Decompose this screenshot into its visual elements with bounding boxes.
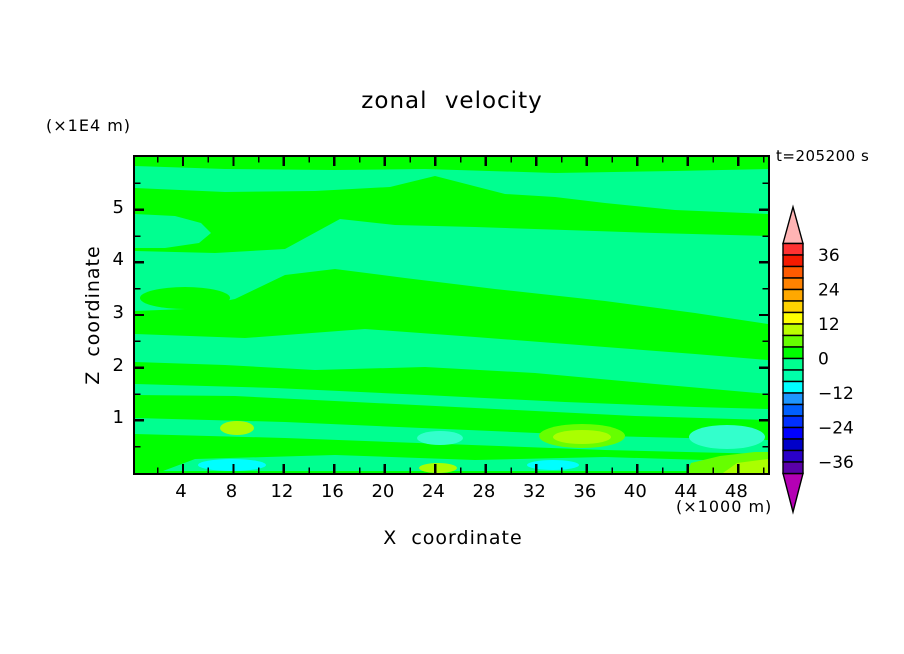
- x-tick-label: 48: [724, 481, 748, 502]
- colorbar-svg: 36 24 12 0 −12 −24 −36: [782, 204, 854, 515]
- colorbar-segment: [782, 311, 804, 325]
- colorbar-segment: [782, 449, 804, 463]
- x-tick-label: 36: [573, 481, 597, 502]
- z-tick-label: 3: [112, 302, 124, 323]
- timestamp-label: t=205200 s: [776, 147, 870, 165]
- colorbar-label: −12: [818, 384, 854, 404]
- colorbar-label: 36: [818, 246, 840, 266]
- contour-field: [135, 157, 768, 473]
- colorbar-segment: [782, 369, 804, 383]
- contour-region-strip-bottom-edge: [163, 455, 768, 471]
- colorbar-segment: [782, 403, 804, 417]
- colorbar-label: −24: [818, 419, 854, 439]
- colorbar-segment: [782, 277, 804, 291]
- colorbar-segment: [782, 461, 804, 475]
- colorbar-segment: [782, 265, 804, 279]
- contour-region-yellow-green-spot-left: [220, 421, 254, 435]
- z-axis-title: Z coordinate: [82, 245, 104, 385]
- contour-region-yellow-green-core: [553, 430, 611, 444]
- x-axis-unit-label: (×1000 m): [676, 497, 773, 516]
- colorbar-segment: [782, 254, 804, 268]
- contour-region-pale-cyan-blob-right: [689, 425, 765, 449]
- z-tick-label: 1: [112, 407, 124, 429]
- x-tick-label: 28: [472, 481, 496, 502]
- colorbar-segment: [782, 415, 804, 429]
- colorbar-label: −36: [818, 453, 854, 473]
- z-axis-unit-label: (×1E4 m): [46, 116, 132, 135]
- x-tick-label: 16: [320, 481, 344, 502]
- colorbar-segment: [782, 438, 804, 452]
- x-tick-label: 12: [270, 481, 294, 502]
- contour-region-streak-1: [135, 384, 768, 420]
- x-tick-label: 8: [225, 481, 238, 502]
- contour-region-tongue-left: [135, 214, 211, 248]
- colorbar-label: 12: [818, 315, 840, 335]
- x-tick-label: 32: [522, 481, 546, 502]
- colorbar-segment: [782, 392, 804, 406]
- field-background: [135, 157, 768, 473]
- contour-region-band-top: [135, 166, 768, 214]
- colorbar-under-arrow: [782, 472, 804, 515]
- colorbar-segment: [782, 334, 804, 348]
- colorbar-segment: [782, 288, 804, 302]
- x-tick-label: 20: [371, 481, 395, 502]
- z-tick-label: 5: [112, 196, 124, 218]
- contour-region-cyan-spot-left: [198, 459, 266, 471]
- colorbar-over-arrow: [782, 204, 804, 245]
- colorbar-segment: [782, 357, 804, 371]
- contour-region-pale-cyan-blob-mid: [417, 431, 463, 445]
- colorbar-segment: [782, 426, 804, 440]
- contour-region-band-mid: [135, 219, 768, 324]
- contour-region-blob-in-mid: [140, 287, 230, 309]
- x-tick-label: 4: [175, 481, 187, 502]
- x-axis-title: X coordinate: [383, 527, 523, 549]
- colorbar-segment: [782, 380, 804, 394]
- contour-region-corner-yellow-green: [723, 459, 768, 473]
- x-tick-label: 44: [674, 481, 698, 502]
- colorbar-segment: [782, 346, 804, 360]
- colorbar-segment: [782, 323, 804, 337]
- colorbar: 36 24 12 0 −12 −24 −36: [770, 195, 900, 529]
- colorbar-segment: [782, 300, 804, 314]
- colorbar-label: 0: [818, 350, 829, 370]
- contour-region-band-2: [135, 329, 768, 394]
- contour-region-yellow-green-spot-bottom: [419, 463, 457, 473]
- z-tick-label: 4: [112, 249, 124, 271]
- plot-area: [133, 155, 770, 475]
- contour-region-cyan-spot-mid: [527, 460, 579, 470]
- x-tick-label: 40: [623, 481, 647, 502]
- z-tick-label: 2: [112, 354, 124, 376]
- x-tick-label: 24: [421, 481, 445, 502]
- colorbar-segment: [782, 242, 804, 256]
- chart-title: zonal velocity: [361, 88, 543, 114]
- colorbar-label: 24: [818, 281, 840, 301]
